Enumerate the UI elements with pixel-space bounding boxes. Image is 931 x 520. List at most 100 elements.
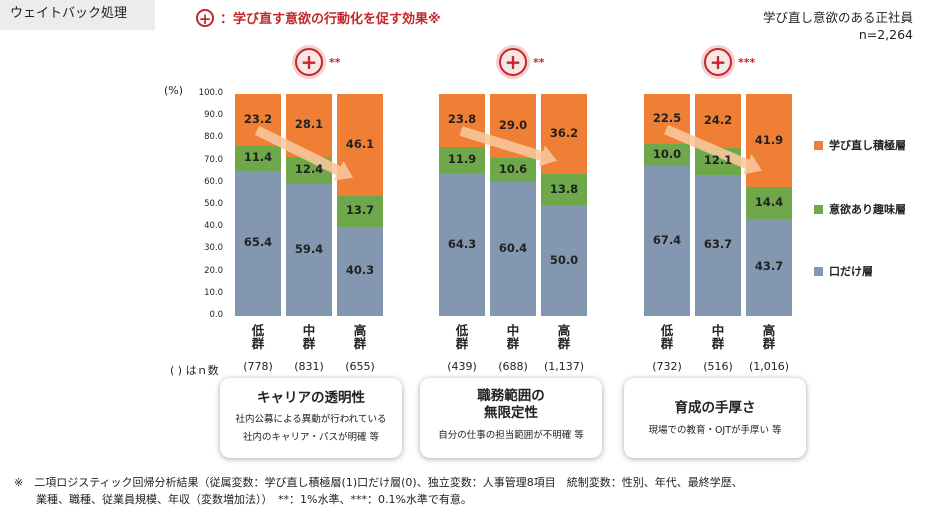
bar-segment-talk — [644, 166, 690, 316]
y-tick-label: 90.0 — [204, 110, 223, 121]
bar-value-label: 13.7 — [345, 203, 375, 218]
bar-value-label: 64.3 — [447, 236, 477, 251]
y-tick-label: 70.0 — [204, 154, 223, 165]
bar-value-label: 22.5 — [652, 111, 682, 126]
y-tick-label: 50.0 — [204, 199, 223, 209]
legend-swatch-interest — [814, 204, 823, 214]
bar-value-label: 65.4 — [243, 235, 273, 250]
y-tick-label: 0.0 — [209, 310, 223, 320]
bar-value-label: 40.3 — [345, 263, 375, 278]
n-count-label: (688) — [498, 360, 528, 373]
bar-segment-interest — [644, 144, 690, 167]
n-count-label: (516) — [703, 360, 733, 373]
bar-value-label: 11.4 — [243, 150, 273, 165]
category-label: 中群 — [711, 323, 725, 351]
plus-icon: + — [704, 48, 732, 76]
y-tick-label: 10.0 — [204, 287, 223, 298]
sample-description: 学び直し意欲のある正社員 — [762, 10, 913, 25]
significance-marker: + *** — [704, 48, 755, 76]
card-title-line2: 無限定性 — [484, 405, 538, 421]
bar-value-label: 11.9 — [447, 152, 477, 167]
card-career-transparency: キャリアの透明性 社内公募による異動が行われている 社内のキャリア・パスが明確 … — [220, 378, 402, 458]
bar-value-label: 24.2 — [703, 112, 733, 127]
bar-value-label: 10.0 — [652, 147, 682, 162]
n-count-label: (732) — [652, 360, 682, 373]
card-subtext: 自分の仕事の担当範囲が不明確 等 — [438, 430, 584, 441]
category-label: 低群 — [251, 323, 265, 351]
n-caption: ( ) はｎ数 — [170, 364, 219, 377]
bar-segment-interest — [439, 146, 485, 174]
y-tick-label: 60.0 — [204, 176, 223, 187]
card-title: 育成の手厚さ — [674, 400, 756, 416]
bar-segment-talk — [337, 226, 383, 316]
y-unit-label: (%) — [164, 84, 184, 97]
weightback-tag: ウェイトバック処理 — [0, 0, 155, 30]
significance-marker: + ** — [295, 48, 341, 76]
card-subtext: 現場での教育・OJTが手厚い 等 — [648, 425, 782, 436]
card-training: 育成の手厚さ 現場での教育・OJTが手厚い 等 — [624, 378, 806, 458]
card-subtext: 社内のキャリア・パスが明確 等 — [242, 432, 380, 443]
bar-value-label: 29.0 — [498, 118, 528, 133]
legend-swatch-active — [814, 140, 823, 150]
bar-value-label: 12.4 — [294, 162, 324, 177]
trend-arrow-icon — [664, 124, 762, 175]
category-label: 高群 — [762, 323, 776, 351]
n-count-label: (1,016) — [748, 360, 790, 373]
bar-value-label: 13.8 — [549, 181, 579, 196]
bar-segment-interest — [746, 187, 792, 219]
bar-value-label: 12.1 — [703, 153, 733, 168]
bar-value-label: 36.2 — [549, 126, 579, 141]
bar-value-label: 23.2 — [243, 111, 273, 126]
significance-stars: ** — [533, 55, 545, 69]
significance-stars: ** — [329, 55, 341, 69]
legend-item-interest: 意欲あり趣味層 — [814, 201, 906, 217]
n-count-label: (439) — [447, 360, 477, 373]
sample-info: 学び直し意欲のある正社員 n=2,264 — [763, 9, 913, 43]
bar-segment-talk — [439, 173, 485, 316]
card-title: 職務範囲の — [477, 388, 545, 404]
bar-segment-talk — [695, 174, 741, 316]
bar-segment-active — [337, 93, 383, 197]
category-label: 高群 — [557, 323, 571, 351]
category-label: 中群 — [506, 323, 520, 351]
y-tick-label: 80.0 — [204, 132, 223, 143]
bar-value-label: 46.1 — [345, 136, 375, 151]
legend-label-active: 学び直し積極層 — [829, 139, 906, 152]
bar-segment-active — [695, 94, 741, 148]
n-count-label: (778) — [243, 360, 273, 373]
bar-value-label: 43.7 — [754, 259, 784, 274]
y-tick-label: 40.0 — [204, 221, 223, 232]
bar-value-label: 10.6 — [498, 162, 528, 177]
bar-value-label: 41.9 — [754, 132, 784, 147]
n-count-label: (655) — [345, 360, 375, 373]
legend-label-talk: 口だけ層 — [829, 265, 873, 278]
bar-segment-talk — [541, 205, 587, 316]
y-tick-label: 20.0 — [204, 265, 223, 276]
legend-label-interest: 意欲あり趣味層 — [829, 203, 906, 216]
category-label: 低群 — [455, 323, 469, 351]
bar-segment-interest — [490, 158, 536, 182]
bar-value-label: 67.4 — [652, 233, 682, 248]
bar-value-label: 50.0 — [549, 252, 579, 267]
footnote: ※ 二項ロジスティック回帰分析結果（従属変数：学び直し積極層(1)口だけ層(0)… — [14, 474, 914, 508]
bar-value-label: 14.4 — [754, 195, 784, 209]
plus-icon: + — [196, 8, 214, 27]
bar-value-label: 59.4 — [294, 242, 324, 257]
card-job-scope: 職務範囲の 無限定性 自分の仕事の担当範囲が不明確 等 — [420, 378, 602, 458]
category-label: 中群 — [302, 323, 316, 351]
y-tick-label: 100.0 — [198, 88, 223, 98]
bar-segment-interest — [235, 145, 281, 171]
trend-arrow-shape — [459, 126, 557, 167]
category-label: 低群 — [660, 323, 674, 351]
bar-segment-interest — [541, 174, 587, 205]
bar-segment-talk — [286, 184, 332, 316]
n-count-label: (831) — [294, 360, 324, 373]
trend-arrow-icon — [254, 125, 353, 181]
y-tick-label: 30.0 — [204, 243, 223, 254]
legend-item-active: 学び直し積極層 — [814, 137, 906, 153]
trend-arrow-icon — [459, 126, 557, 167]
bar-segment-talk — [235, 170, 281, 316]
bar-segment-interest — [337, 196, 383, 227]
legend-swatch-talk — [814, 266, 823, 276]
bar-value-label: 23.8 — [447, 112, 477, 127]
